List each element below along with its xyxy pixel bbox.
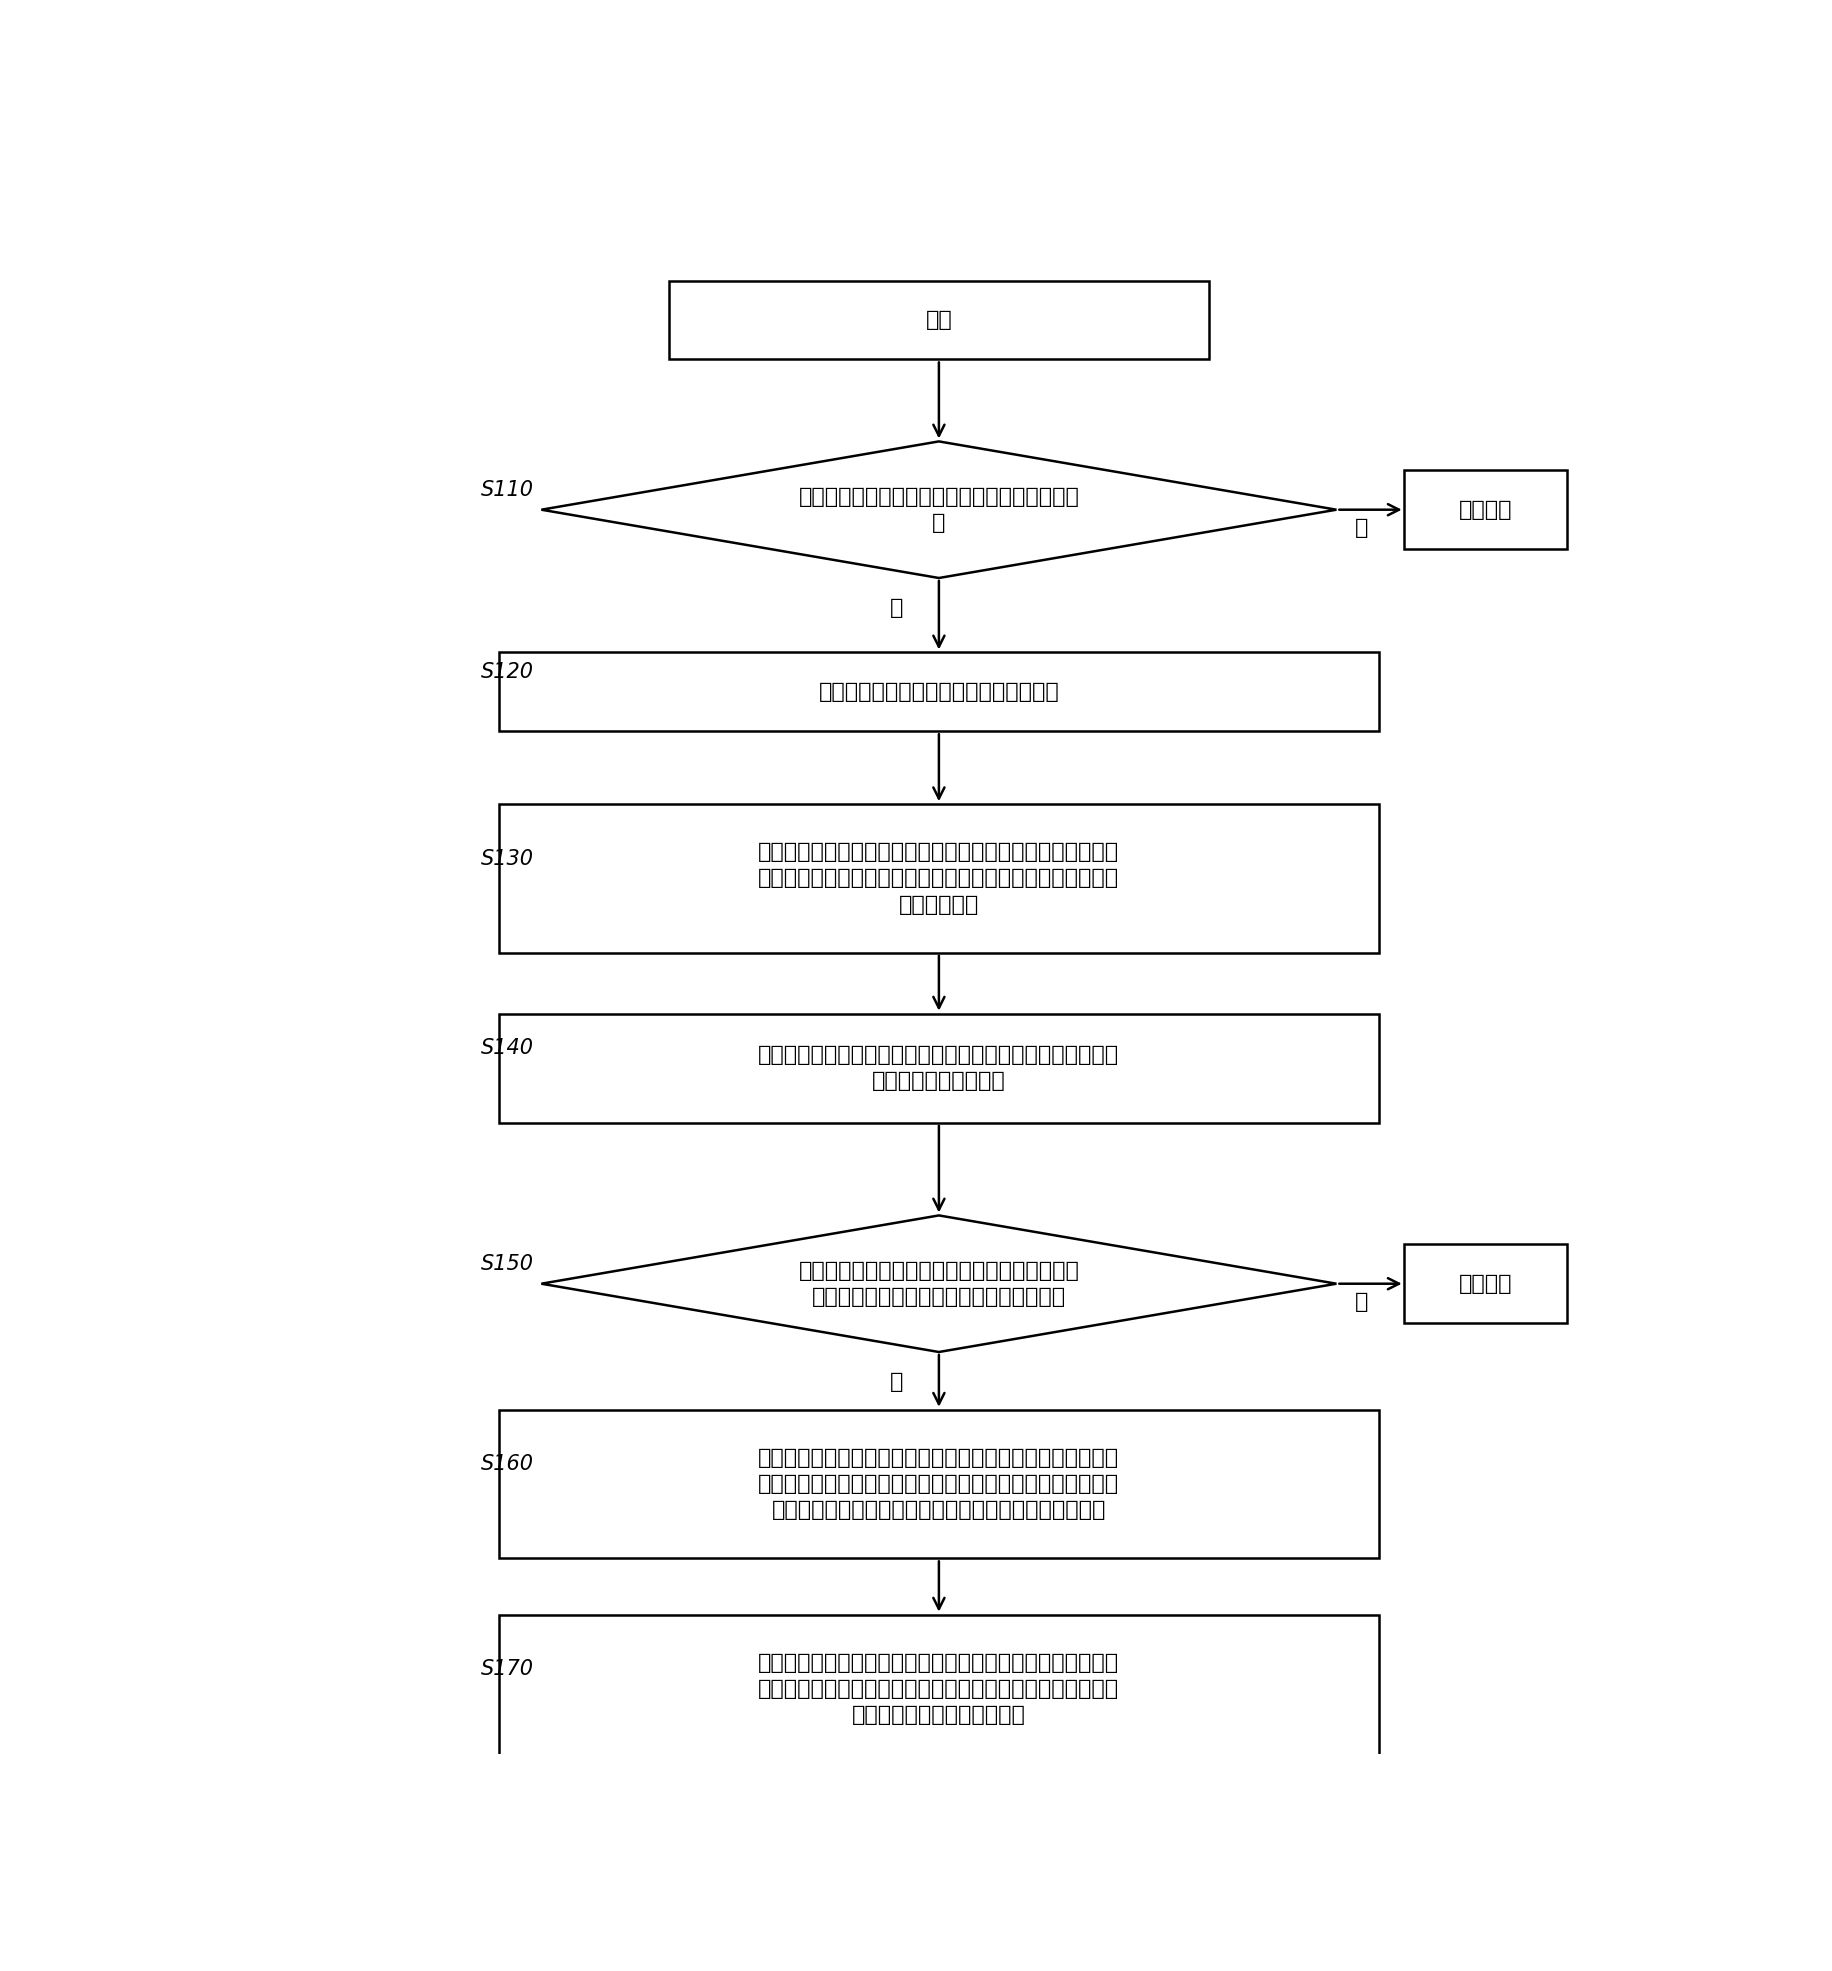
Text: 否: 否 xyxy=(1356,518,1369,538)
FancyBboxPatch shape xyxy=(498,652,1379,731)
FancyBboxPatch shape xyxy=(1403,471,1566,550)
FancyBboxPatch shape xyxy=(498,804,1379,952)
Text: 否: 否 xyxy=(1356,1291,1369,1313)
FancyBboxPatch shape xyxy=(498,1013,1379,1123)
FancyBboxPatch shape xyxy=(498,1614,1379,1764)
Text: S150: S150 xyxy=(482,1254,535,1273)
Text: 根据所述产品运行状态参数控制所述一体化样板机模拟所述指
定型号的产品进行运行，以通过所述一体化样板机体验所述指
定型号的产品的实际运行效果: 根据所述产品运行状态参数控制所述一体化样板机模拟所述指 定型号的产品进行运行，以… xyxy=(758,1652,1119,1725)
FancyBboxPatch shape xyxy=(1403,1244,1566,1323)
Text: 是: 是 xyxy=(890,1372,903,1392)
Polygon shape xyxy=(542,1216,1336,1352)
Text: S120: S120 xyxy=(482,662,535,682)
FancyBboxPatch shape xyxy=(498,1409,1379,1559)
Text: S160: S160 xyxy=(482,1455,535,1474)
Text: 是: 是 xyxy=(890,599,903,619)
Text: 判断与所述指定型号对应的产品运行条件参数中
是否存在满足预设条件的产品运行条件参数: 判断与所述指定型号对应的产品运行条件参数中 是否存在满足预设条件的产品运行条件参… xyxy=(799,1261,1079,1307)
Text: 实时监测是否接收到对指定型号的产品的体验请
求: 实时监测是否接收到对指定型号的产品的体验请 求 xyxy=(799,487,1079,532)
Text: S110: S110 xyxy=(482,481,535,501)
Text: S130: S130 xyxy=(482,850,535,869)
Polygon shape xyxy=(542,442,1336,578)
Text: 比较与所述指定型号对应的产品运行条件参数和所述体验请求
中的产品运行条件参数: 比较与所述指定型号对应的产品运行条件参数和所述体验请求 中的产品运行条件参数 xyxy=(758,1045,1119,1092)
Text: 不予响应: 不予响应 xyxy=(1458,1273,1511,1293)
Text: 开始: 开始 xyxy=(925,309,953,329)
Text: S170: S170 xyxy=(482,1660,535,1679)
Text: 不予响应: 不予响应 xyxy=(1458,501,1511,520)
FancyBboxPatch shape xyxy=(669,280,1209,359)
Text: S140: S140 xyxy=(482,1039,535,1058)
Text: 解析所述体验请求中的产品运行条件参数: 解析所述体验请求中的产品运行条件参数 xyxy=(819,682,1059,702)
Text: 基于已知的产品的型号、运行条件参数与运行状态参数之间的
对应关系，从所述对应关系中调取与所述指定型号对应的产品
运行条件参数: 基于已知的产品的型号、运行条件参数与运行状态参数之间的 对应关系，从所述对应关系… xyxy=(758,842,1119,915)
Text: 从所述对应关系中调取与所述指定型号和所述满足预设条件的
产品运行条件参数同时对应的产品运行状态参数，作为与所述
体验请求中的产品运行条件参数对应的产品运行状态参: 从所述对应关系中调取与所述指定型号和所述满足预设条件的 产品运行条件参数同时对应… xyxy=(758,1447,1119,1520)
